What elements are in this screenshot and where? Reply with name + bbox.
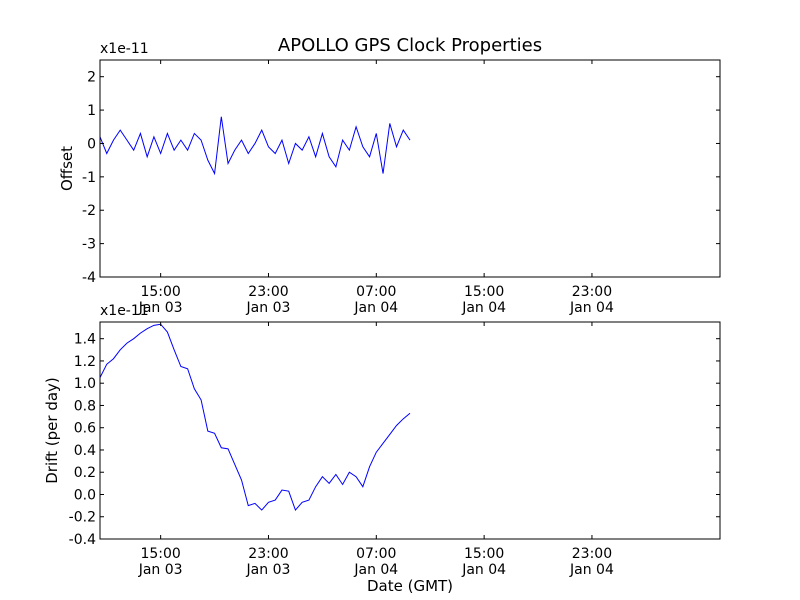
- drift-x-tick-date-label: Jan 04: [461, 562, 506, 578]
- offset-x-tick-date-label: Jan 04: [353, 300, 398, 316]
- drift-x-tick-date-label: Jan 03: [246, 562, 291, 578]
- offset-x-tick-date-label: Jan 03: [246, 300, 291, 316]
- offset-y-tick-label: 0: [87, 136, 96, 152]
- drift-y-tick-label: -0.4: [69, 532, 96, 548]
- offset-x-tick-time-label: 15:00: [140, 284, 180, 300]
- offset-x-tick-time-label: 07:00: [356, 284, 396, 300]
- drift-y-tick-label: 0.6: [74, 421, 96, 437]
- offset-exponent-label: x1e-11: [100, 41, 149, 57]
- offset-axes-frame: [99, 59, 721, 278]
- offset-x-tick-time-label: 15:00: [464, 284, 504, 300]
- drift-x-tick-time-label: 23:00: [572, 546, 612, 562]
- drift-x-tick-date-label: Jan 03: [138, 562, 183, 578]
- offset-y-tick-label: -3: [82, 237, 96, 253]
- drift-x-tick-date-label: Jan 04: [569, 562, 614, 578]
- drift-x-tick-time-label: 15:00: [140, 546, 180, 562]
- offset-x-tick-date-label: Jan 04: [461, 300, 506, 316]
- drift-x-axis-label: Date (GMT): [367, 577, 453, 595]
- offset-series-line: [100, 116, 411, 176]
- offset-y-tick-label: -2: [82, 203, 96, 219]
- drift-y-axis-label: Drift (per day): [43, 377, 61, 484]
- figure-title: APOLLO GPS Clock Properties: [278, 35, 542, 56]
- offset-y-tick-label: 2: [87, 70, 96, 86]
- offset-x-tick-time-label: 23:00: [572, 284, 612, 300]
- drift-y-tick-label: 0.2: [74, 465, 96, 481]
- offset-y-tick-label: -4: [82, 270, 96, 286]
- offset-y-tick-label: -1: [82, 170, 96, 186]
- offset-x-tick-date-label: Jan 04: [569, 300, 614, 316]
- drift-y-tick-label: 1.4: [74, 332, 96, 348]
- drift-y-tick-label: 1.0: [74, 376, 96, 392]
- drift-y-tick-label: 0.8: [74, 398, 96, 414]
- offset-y-tick-label: 1: [87, 103, 96, 119]
- drift-y-tick-label: 0.4: [74, 443, 96, 459]
- drift-y-tick-label: 1.2: [74, 354, 96, 370]
- drift-series-line: [100, 323, 411, 512]
- drift-x-tick-time-label: 15:00: [464, 546, 504, 562]
- offset-y-axis-label: Offset: [58, 146, 76, 191]
- drift-y-tick-label: -0.2: [69, 510, 96, 526]
- offset-x-tick-date-label: Jan 03: [138, 300, 183, 316]
- drift-y-tick-label: 0.0: [74, 487, 96, 503]
- drift-exponent-label: x1e-11: [100, 303, 149, 319]
- drift-panel: -0.4-0.20.00.20.40.60.81.01.21.415:00Jan…: [43, 303, 721, 595]
- drift-x-tick-date-label: Jan 04: [353, 562, 398, 578]
- offset-x-tick-time-label: 23:00: [248, 284, 288, 300]
- drift-axes-frame: [99, 321, 721, 540]
- drift-x-tick-time-label: 07:00: [356, 546, 396, 562]
- drift-x-tick-time-label: 23:00: [248, 546, 288, 562]
